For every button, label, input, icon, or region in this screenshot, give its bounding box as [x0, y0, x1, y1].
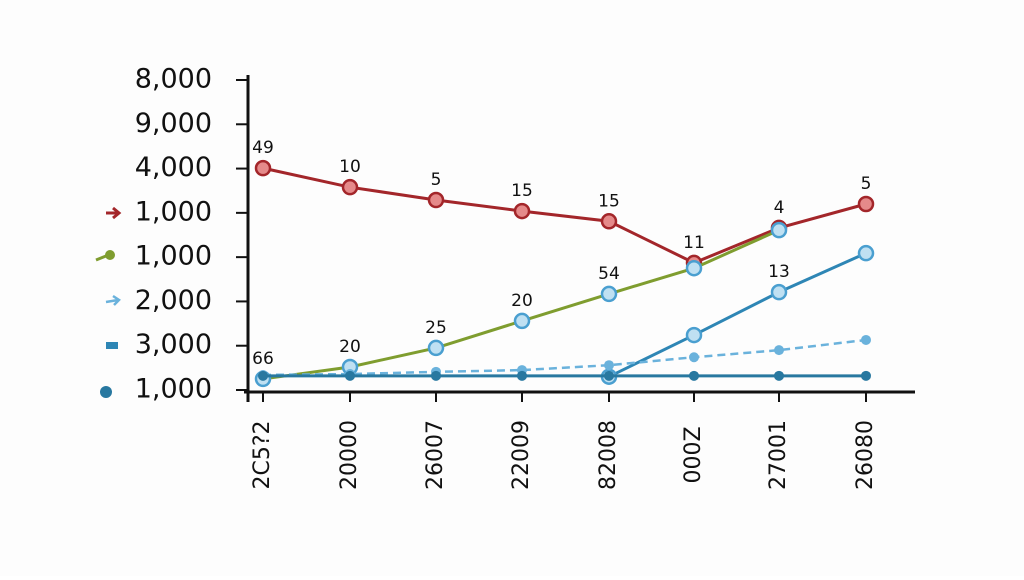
data-label: 54: [598, 264, 620, 284]
y-tick-label: 4,000: [135, 152, 212, 183]
data-point: [689, 352, 699, 363]
y-tick-label: 1,000: [135, 196, 212, 227]
data-point: [685, 259, 703, 277]
series-line: [608, 251, 867, 379]
series-line: [262, 338, 867, 377]
data-point: [427, 191, 445, 209]
data-point: [857, 195, 875, 213]
x-tick-label: 26080: [853, 420, 878, 490]
x-tick-label: 27001: [766, 420, 791, 490]
data-label: 13: [768, 262, 790, 282]
data-point: [604, 360, 614, 371]
data-point: [604, 370, 614, 381]
data-label: 10: [339, 157, 361, 177]
data-point: [341, 178, 359, 196]
legend-marker: [95, 254, 107, 262]
data-label: 25: [425, 318, 447, 338]
legend-marker: [100, 386, 112, 398]
y-tick-label: 8,000: [135, 64, 212, 95]
data-point: [861, 334, 871, 345]
data-point: [770, 283, 788, 301]
data-label: 5: [861, 174, 872, 194]
legend-marker: [105, 250, 115, 260]
data-point: [513, 202, 531, 220]
data-point: [685, 326, 703, 344]
data-point: [770, 221, 788, 239]
y-tick-label: 3,000: [135, 329, 212, 360]
data-label: 11: [683, 233, 705, 253]
x-tick-label: 20000: [337, 420, 362, 490]
data-point: [861, 370, 871, 381]
data-point: [258, 370, 268, 381]
data-label: 66: [252, 349, 274, 369]
data-point: [857, 244, 875, 262]
data-point: [774, 370, 784, 381]
data-label: 20: [339, 337, 361, 357]
legend-marker: [105, 294, 121, 306]
legend-marker: [106, 342, 118, 349]
data-point: [600, 285, 618, 303]
x-tick-label: 22009: [509, 420, 534, 490]
y-tick-label: 1,000: [135, 374, 212, 405]
data-label: 15: [511, 181, 533, 201]
y-tick-label: 9,000: [135, 108, 212, 139]
legend: [95, 206, 122, 398]
data-point: [774, 345, 784, 356]
x-tick-label: 2C5?2: [250, 420, 275, 489]
data-point: [600, 213, 618, 230]
data-point: [254, 159, 272, 177]
legend-marker: [106, 206, 122, 220]
data-label: 4: [774, 198, 785, 218]
y-tick-label: 1,000: [135, 241, 212, 272]
data-point: [689, 370, 699, 381]
data-label: 49: [252, 138, 274, 158]
y-tick-label: 2,000: [135, 285, 212, 316]
x-tick-label: 26007: [423, 420, 448, 490]
x-tick-label: 000Z: [681, 426, 706, 483]
data-point: [427, 339, 445, 357]
data-point: [517, 370, 527, 381]
data-label: 5: [431, 170, 442, 190]
data-point: [513, 312, 531, 330]
data-label: 20: [511, 291, 533, 311]
data-label: 15: [598, 191, 620, 211]
data-point: [431, 370, 441, 381]
x-tick-label: 82008: [596, 420, 621, 490]
data-point: [345, 370, 355, 381]
series-line: [262, 166, 867, 265]
